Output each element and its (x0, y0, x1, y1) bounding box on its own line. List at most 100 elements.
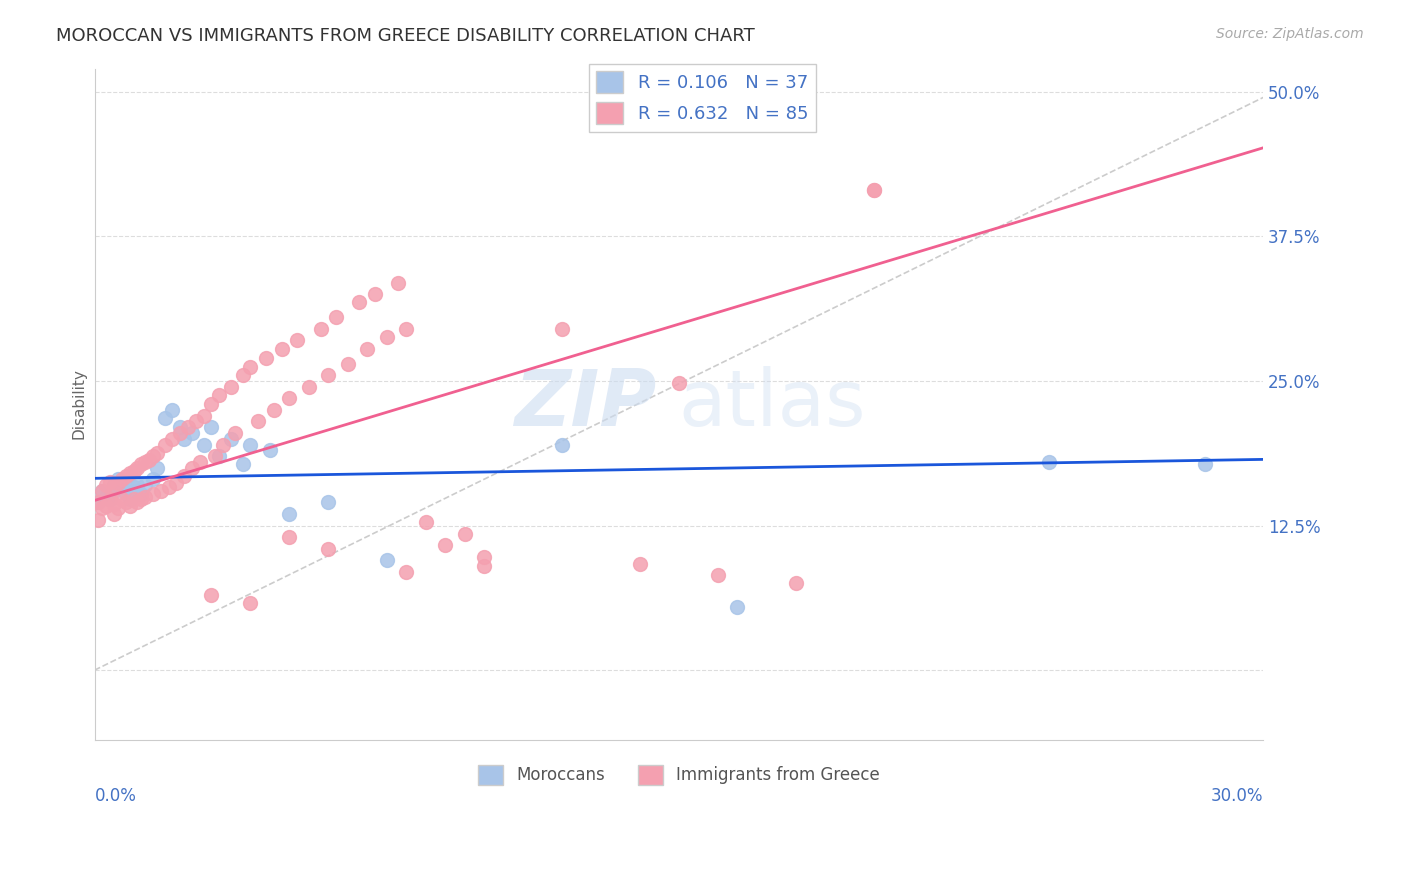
Point (153, 437, 176, 451)
Point (472, 549, 495, 564)
Point (336, 357, 359, 371)
Point (131, 491, 153, 506)
Point (219, 380, 242, 394)
Point (453, 526, 475, 541)
Point (103, 507, 125, 521)
Point (208, 388, 231, 402)
Point (149, 483, 172, 498)
Text: 0.0%: 0.0% (94, 787, 136, 805)
Point (111, 480, 134, 494)
Point (91, 483, 114, 498)
Point (364, 287, 387, 301)
Point (239, 359, 262, 374)
Point (96, 490, 118, 504)
Point (98, 491, 121, 506)
Point (134, 478, 156, 492)
Point (239, 437, 262, 451)
Point (114, 468, 136, 483)
Point (862, 183, 884, 197)
Point (91, 483, 114, 498)
Point (98, 475, 121, 489)
Point (208, 449, 231, 463)
Point (184, 414, 207, 428)
Point (107, 501, 129, 516)
Point (219, 432, 242, 446)
Point (142, 487, 165, 501)
Point (395, 322, 418, 336)
Text: MOROCCAN VS IMMIGRANTS FROM GREECE DISABILITY CORRELATION CHART: MOROCCAN VS IMMIGRANTS FROM GREECE DISAB… (56, 27, 755, 45)
Point (200, 397, 222, 411)
Point (162, 402, 184, 417)
Point (551, 437, 574, 451)
Point (232, 457, 254, 471)
Point (114, 495, 136, 509)
Point (628, 557, 651, 571)
Point (263, 402, 285, 417)
Point (318, 541, 340, 556)
Point (103, 478, 125, 492)
Point (395, 565, 418, 579)
Point (127, 495, 149, 509)
Point (472, 559, 495, 574)
Point (298, 380, 321, 394)
Point (96, 478, 118, 492)
Point (87, 495, 110, 509)
Point (96, 499, 118, 513)
Point (188, 455, 211, 469)
Point (177, 420, 200, 434)
Point (118, 491, 141, 506)
Point (725, 599, 748, 614)
Point (309, 322, 332, 336)
Point (551, 322, 574, 336)
Point (103, 483, 125, 498)
Legend: Moroccans, Immigrants from Greece: Moroccans, Immigrants from Greece (471, 758, 887, 791)
Point (247, 414, 270, 428)
Point (111, 478, 134, 492)
Point (181, 460, 204, 475)
Point (91, 501, 114, 516)
Point (415, 515, 437, 529)
Point (862, 183, 884, 197)
Point (142, 472, 165, 486)
Point (212, 437, 235, 451)
Point (232, 368, 254, 383)
Point (111, 472, 134, 486)
Point (131, 457, 153, 471)
Point (122, 483, 145, 498)
Point (134, 490, 156, 504)
Point (259, 443, 281, 458)
Text: atlas: atlas (679, 366, 866, 442)
Point (278, 391, 301, 405)
Point (270, 342, 292, 356)
Point (375, 553, 398, 567)
Point (118, 499, 141, 513)
Point (173, 432, 195, 446)
Point (193, 437, 215, 451)
Point (103, 497, 125, 511)
Point (785, 576, 807, 591)
Point (707, 568, 730, 582)
Point (122, 491, 145, 506)
Point (122, 464, 145, 478)
Point (349, 295, 371, 310)
Point (138, 452, 160, 467)
Point (193, 409, 215, 423)
Point (1194, 457, 1216, 471)
Point (200, 420, 222, 434)
Point (169, 420, 191, 434)
Point (254, 351, 277, 365)
Point (153, 411, 176, 425)
Text: 30.0%: 30.0% (1211, 787, 1263, 805)
Point (325, 310, 347, 325)
Point (162, 432, 184, 446)
Point (127, 460, 149, 475)
Point (107, 472, 129, 486)
Point (114, 486, 136, 500)
Point (173, 468, 195, 483)
Point (387, 276, 409, 290)
Point (118, 467, 141, 481)
Point (318, 368, 340, 383)
Point (146, 460, 169, 475)
Point (87, 513, 110, 527)
Point (318, 495, 340, 509)
